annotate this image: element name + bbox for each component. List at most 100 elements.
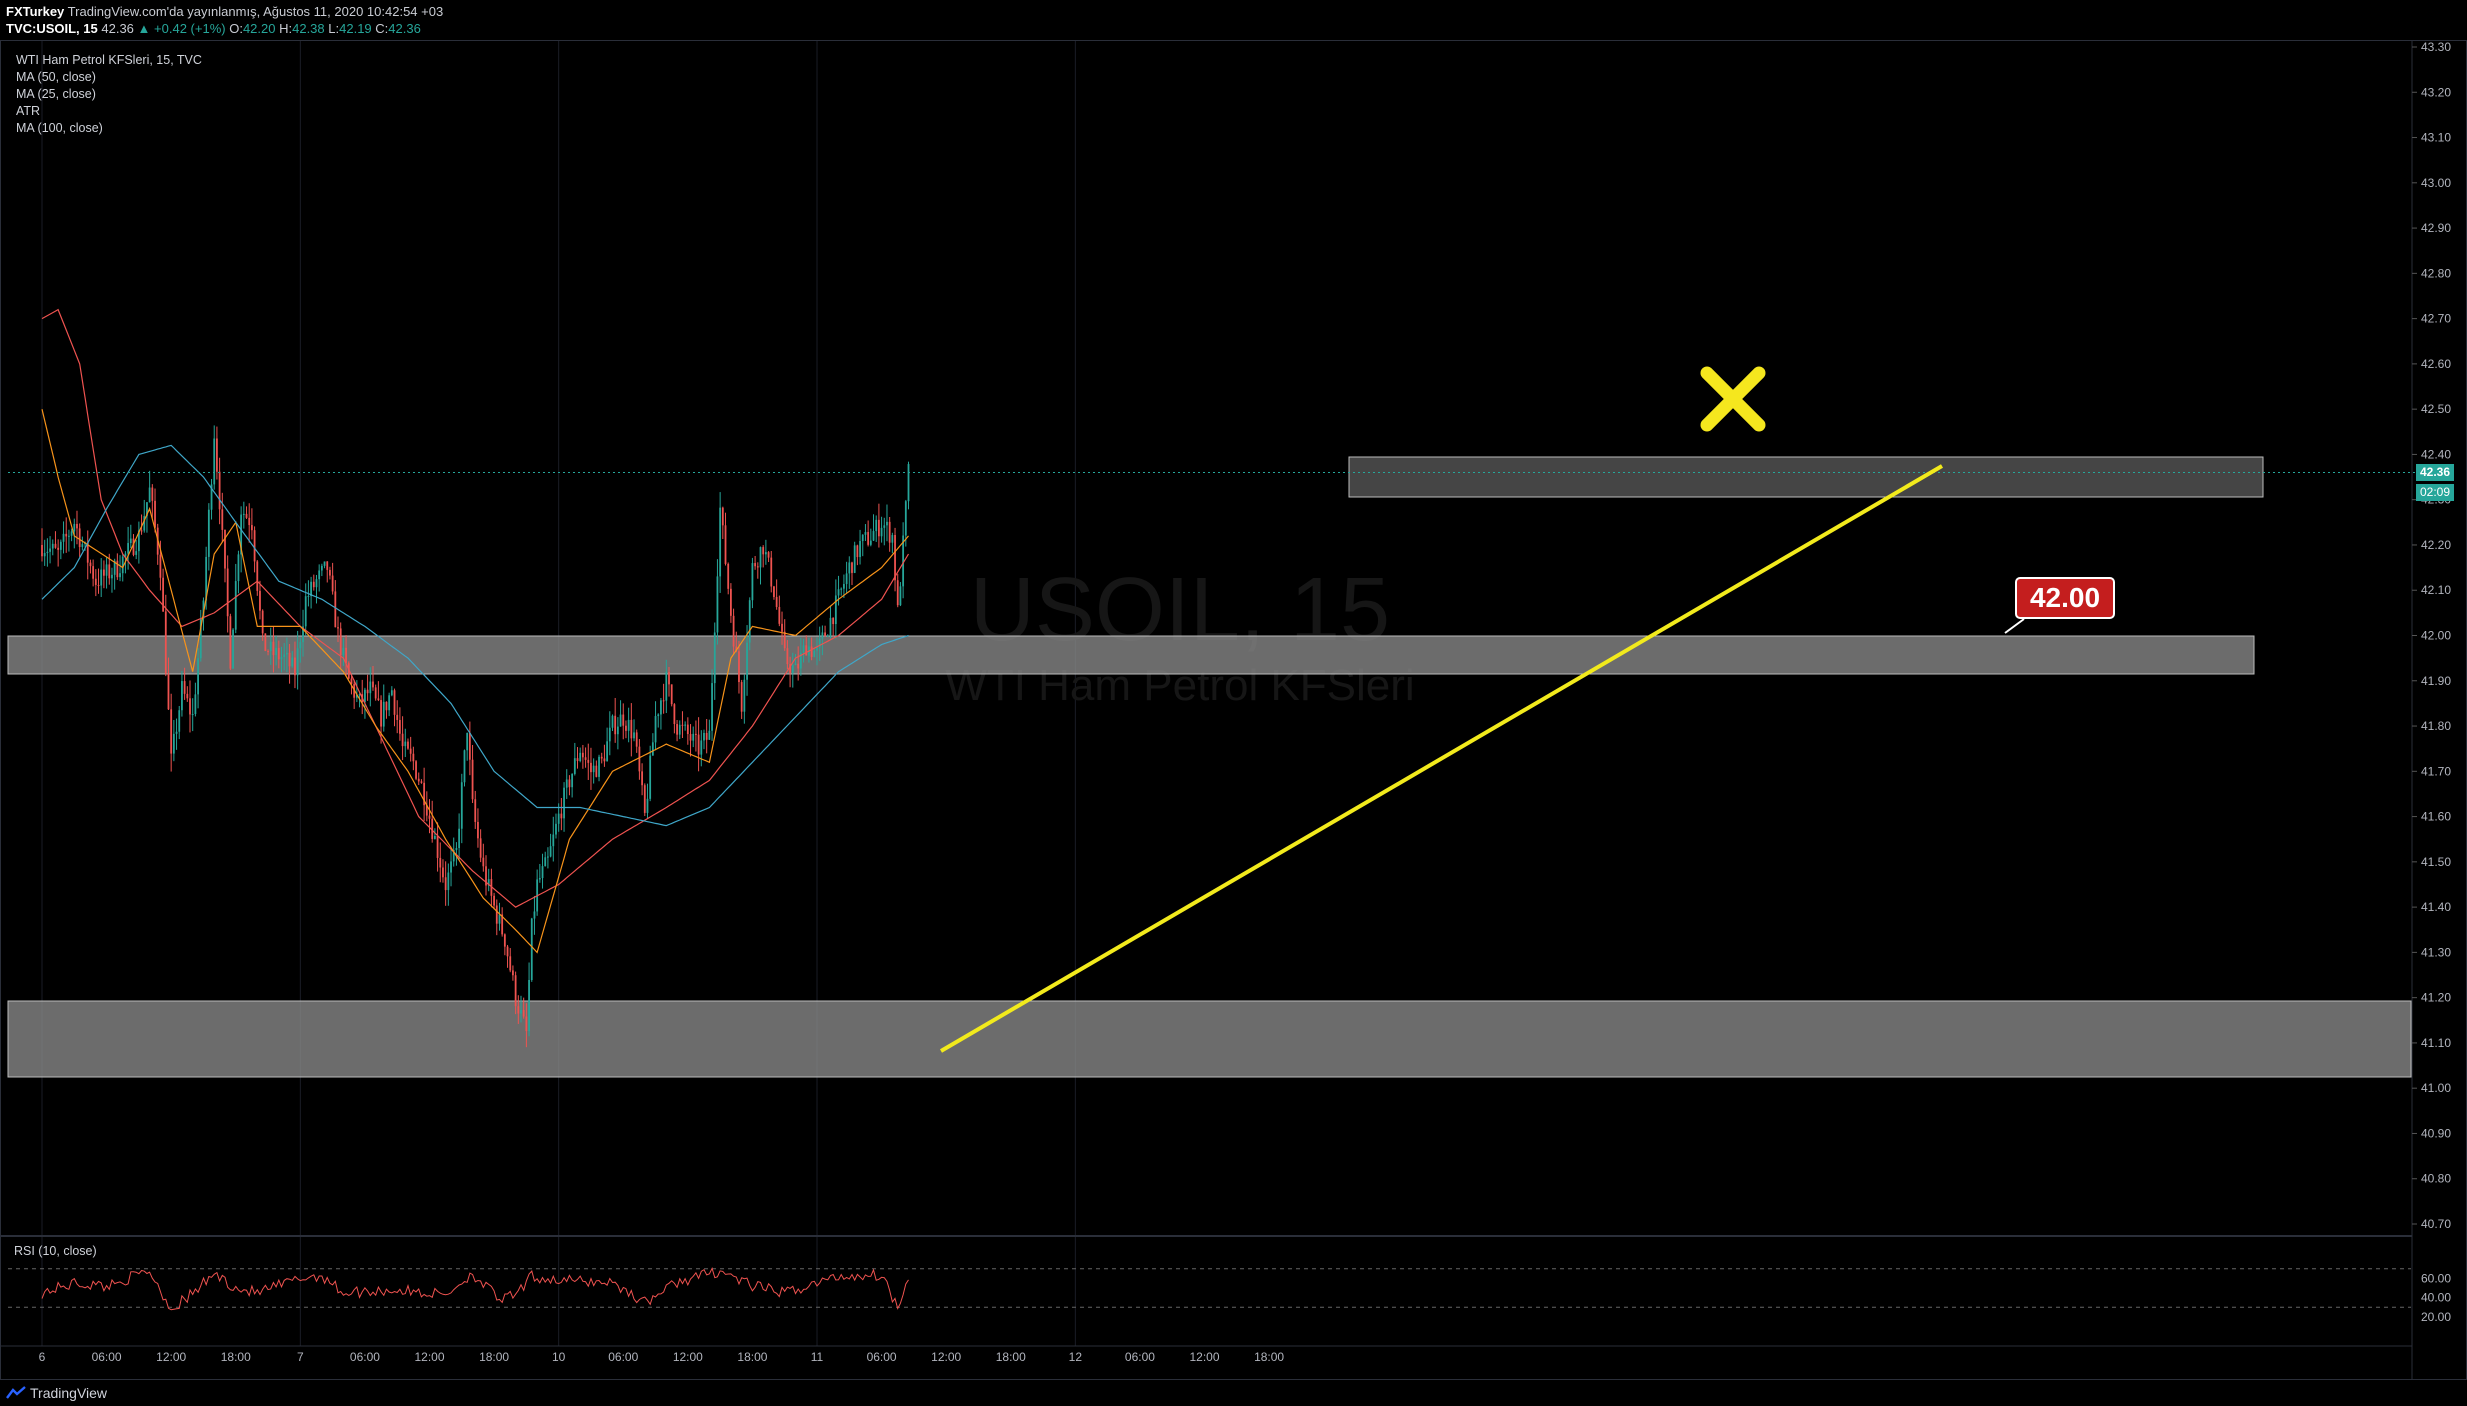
candle-body-0 [41,544,43,557]
time-tick-label-7: 18:00 [479,1350,509,1364]
legend-atr[interactable]: ATR [16,104,41,118]
footer-brand[interactable]: TradingView [30,1385,108,1401]
candle-body-127 [382,701,385,727]
candle-body-9 [65,533,68,537]
candle-body-97 [302,626,304,643]
candle-body-69 [226,568,229,617]
candle-body-49 [172,733,175,754]
candle-body-313 [883,525,886,528]
cross-stroke-2 [1700,366,1766,432]
candle-body-77 [248,517,251,526]
candle-body-275 [781,623,783,632]
candle-body-303 [856,545,859,558]
candle-body-204 [590,762,592,773]
price-tick-label-11: 42.20 [2421,538,2451,552]
candle-body-133 [399,719,401,734]
rsi-legend[interactable]: RSI (10, close) [14,1244,97,1258]
candle-body-263 [748,600,751,643]
candle-body-98 [304,596,307,627]
time-tick-label-8: 10 [552,1350,566,1364]
candle-body-260 [740,682,743,712]
ma25-line [41,409,909,954]
candle-body-11 [70,531,73,536]
candle-body-239 [684,724,687,726]
publisher-name[interactable]: FXTurkey [6,4,65,19]
candle-body-293 [829,617,832,636]
candle-body-71 [232,629,234,669]
candle-body-296 [837,589,840,596]
candle-body-130 [390,690,393,696]
candle-body-19 [92,566,95,579]
candle-body-216 [622,714,625,726]
candle-body-268 [762,547,765,555]
candle-body-1 [43,553,46,557]
candle-body-66 [218,471,221,510]
candle-body-276 [783,631,786,649]
candle-body-244 [697,734,700,755]
candle-body-120 [364,689,366,703]
candle-body-34 [132,538,135,555]
candle-body-197 [571,773,574,788]
chart-header: FXTurkey TradingView.com'da yayınlanmış,… [0,0,2467,40]
candle-body-15 [81,544,84,548]
ascending-trendline [939,464,1944,1053]
price-tick-label-15: 41.80 [2421,719,2451,733]
time-tick-label-19: 18:00 [1254,1350,1284,1364]
candle-body-264 [751,563,754,601]
candle-body-196 [568,779,571,788]
candle-body-250 [713,632,716,684]
candle-body-255 [727,563,730,589]
candle-body-200 [579,752,582,761]
published-text: TradingView.com'da yayınlanmış, Ağustos … [67,4,444,19]
candle-body-75 [242,513,245,515]
candle-body-115 [350,678,353,684]
legend-ma25[interactable]: MA (25, close) [16,87,96,101]
candle-body-287 [813,650,816,657]
time-tick-label-11: 18:00 [737,1350,767,1364]
candle-body-166 [487,879,490,886]
candle-body-228 [654,716,657,743]
candle-body-128 [385,701,388,711]
candle-body-227 [651,742,654,756]
candle-body-310 [875,519,878,532]
legend-ma100[interactable]: MA (100, close) [16,121,103,135]
candle-body-87 [275,647,278,656]
candle-body-156 [460,782,463,829]
candle-body-8 [62,533,65,542]
candle-body-89 [280,657,283,660]
candle-body-63 [210,484,213,510]
candle-body-198 [573,758,576,774]
candle-body-51 [178,710,181,732]
candle-body-194 [563,787,565,819]
candle-body-7 [59,541,62,550]
countdown-badge: 02:09 [2416,484,2455,501]
legend-title[interactable]: WTI Ham Petrol KFSleri, 15, TVC [16,53,202,67]
candle-body-139 [415,761,417,779]
candle-body-262 [746,642,748,680]
candle-body-312 [880,527,883,537]
candle-body-14 [78,528,81,548]
candle-body-32 [127,543,130,554]
time-tick-label-9: 06:00 [608,1350,638,1364]
candle-body-21 [97,584,100,586]
ohlc-open: 42.20 [242,21,276,36]
candle-body-271 [770,557,773,587]
candle-body-173 [506,946,509,957]
candle-body-147 [436,835,439,858]
candle-body-226 [649,755,652,799]
candle-body-322 [907,464,910,502]
candle-body-177 [517,1006,520,1014]
candle-body-162 [477,821,479,839]
level-callout-box [2015,577,2115,619]
candle-body-267 [759,547,762,568]
candle-body-45 [162,577,164,612]
candle-body-146 [433,835,436,839]
candle-body-229 [657,714,660,717]
legend-ma50[interactable]: MA (50, close) [16,70,96,84]
candle-body-218 [627,719,630,731]
candle-body-59 [199,618,202,659]
candle-body-274 [778,606,781,624]
candle-body-23 [102,569,105,576]
candle-body-79 [253,530,256,562]
